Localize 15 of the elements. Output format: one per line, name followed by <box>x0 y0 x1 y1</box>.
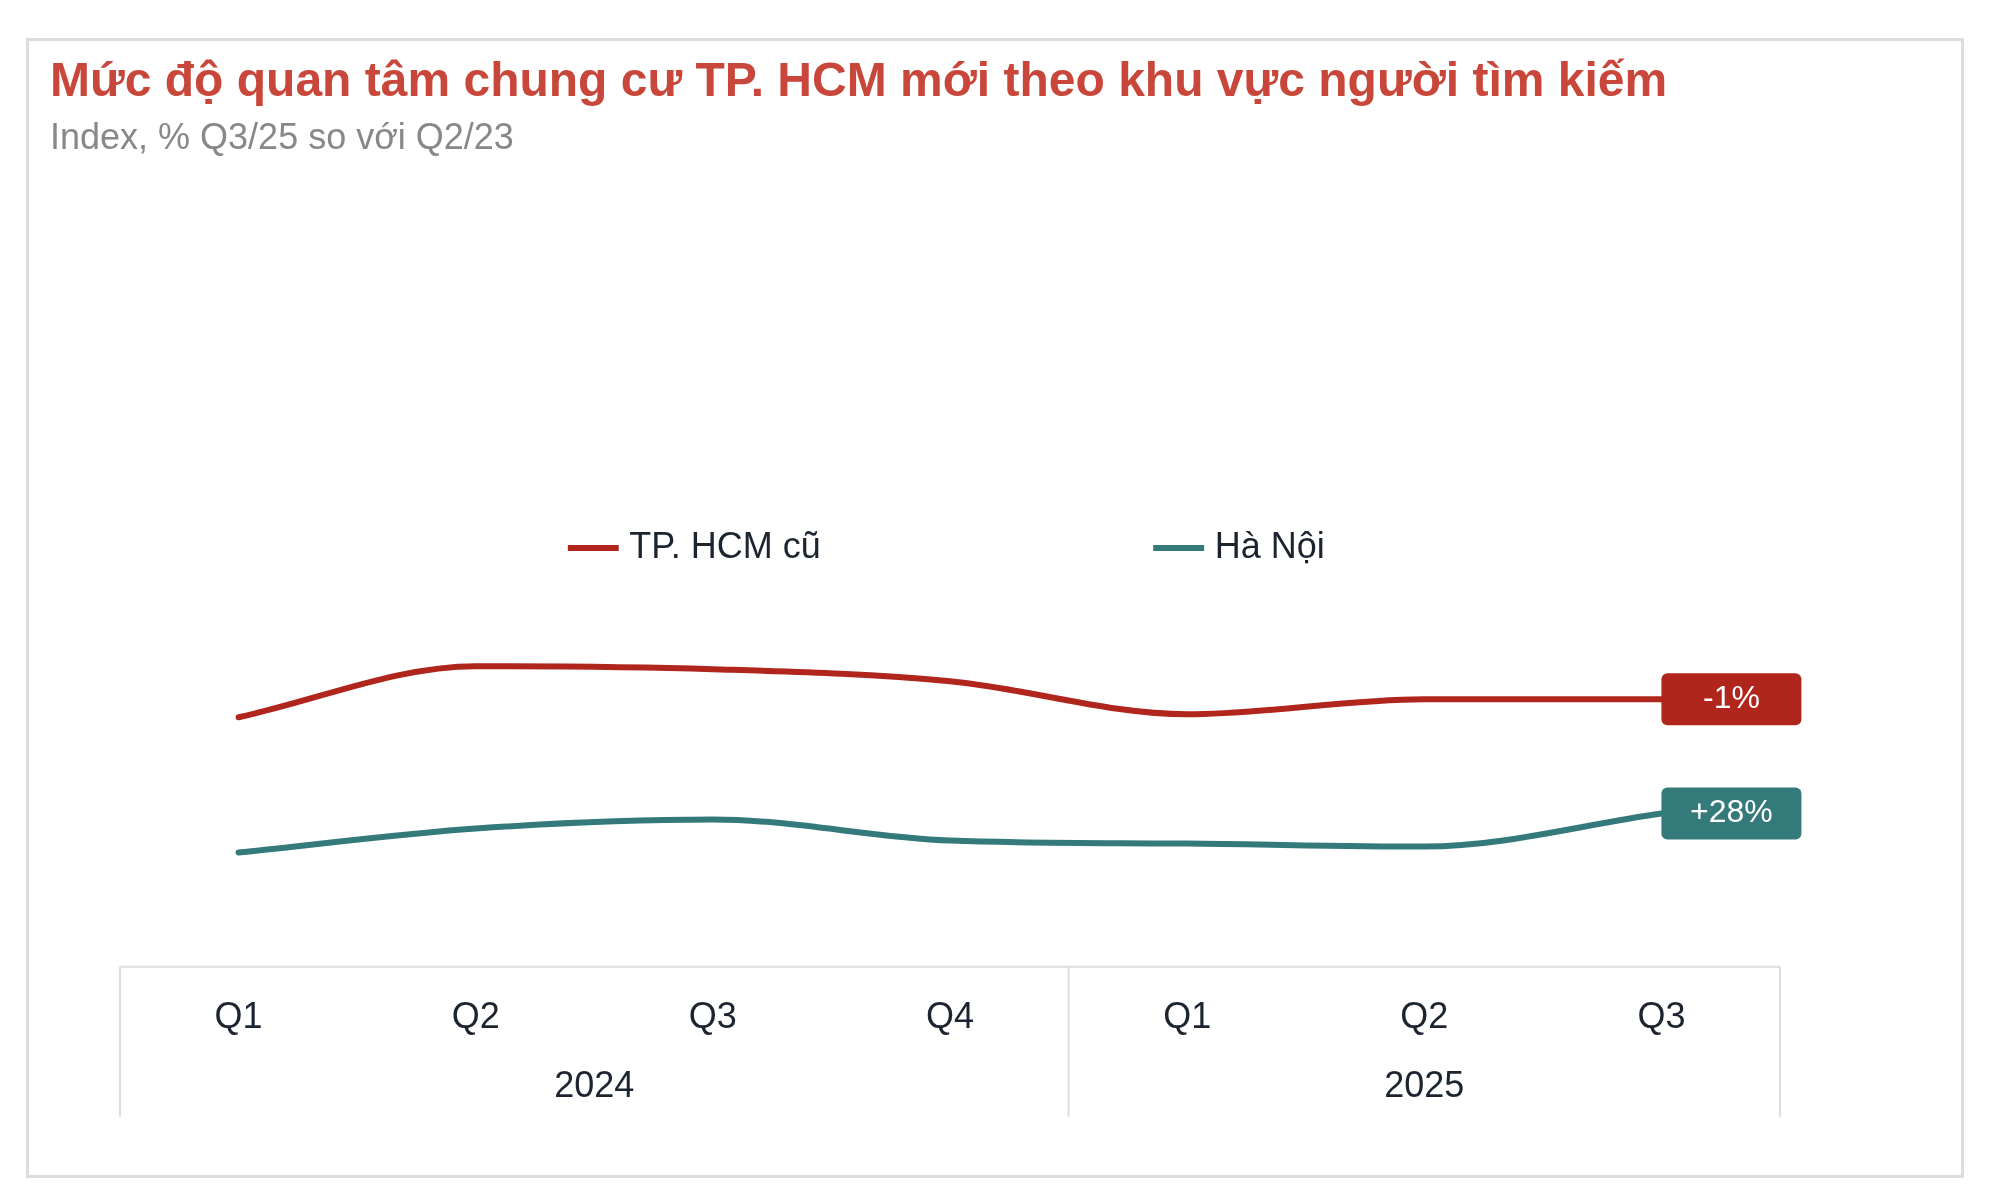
legend-label: Hà Nội <box>1214 524 1325 566</box>
x-tick-label: Q4 <box>925 995 975 1037</box>
x-tick-label: Q1 <box>214 995 263 1037</box>
legend-label: TP. HCM cũ <box>629 524 821 566</box>
annotation: +28% <box>1690 793 1773 830</box>
chart-title: Mức độ quan tâm chung cư TP. HCM mới theo khu vực người tìm kiếm <box>50 52 1668 107</box>
x-tick-label: Q3 <box>1637 995 1686 1037</box>
x-tick-label: Q1 <box>1163 995 1212 1037</box>
chart-subtitle: Index, % Q3/25 so với Q2/23 <box>50 116 514 158</box>
text: 2025 <box>1384 1063 1465 1105</box>
text: 2024 <box>554 1063 635 1105</box>
annotation: -1% <box>1702 679 1760 716</box>
x-tick-label: Q2 <box>1400 995 1449 1037</box>
x-tick-label: Q2 <box>451 995 500 1037</box>
x-tick-label: Q3 <box>688 995 737 1037</box>
